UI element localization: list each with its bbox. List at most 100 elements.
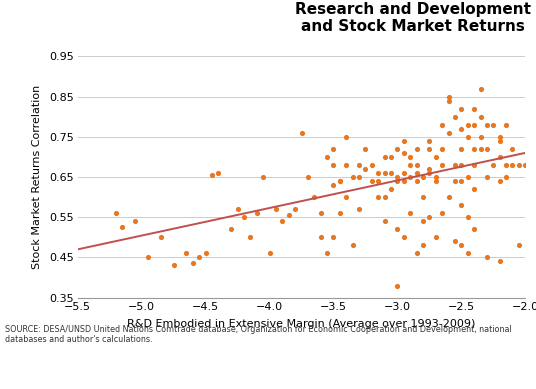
Point bbox=[419, 194, 427, 200]
Point bbox=[412, 170, 421, 176]
Point bbox=[495, 178, 504, 184]
Point bbox=[355, 206, 363, 212]
Point bbox=[508, 162, 517, 168]
Point bbox=[482, 146, 491, 152]
Point bbox=[464, 250, 472, 256]
Text: Federal Reserve Bank of St. Louis: Federal Reserve Bank of St. Louis bbox=[6, 369, 218, 380]
Point bbox=[169, 262, 178, 268]
Point bbox=[246, 234, 255, 240]
Text: Research and Development
and Stock Market Returns: Research and Development and Stock Marke… bbox=[295, 2, 531, 34]
Point bbox=[444, 130, 453, 136]
Point bbox=[393, 178, 401, 184]
Point bbox=[355, 174, 363, 180]
Point bbox=[438, 210, 446, 216]
Point bbox=[457, 162, 466, 168]
Point bbox=[457, 178, 466, 184]
Point bbox=[214, 170, 222, 176]
Point bbox=[470, 105, 479, 112]
Point bbox=[323, 250, 331, 256]
Point bbox=[431, 178, 440, 184]
Point bbox=[368, 178, 376, 184]
Point bbox=[425, 138, 434, 144]
Point bbox=[451, 178, 459, 184]
Point bbox=[482, 122, 491, 128]
Point bbox=[342, 134, 351, 140]
Point bbox=[444, 194, 453, 200]
Point bbox=[482, 254, 491, 261]
Point bbox=[419, 242, 427, 249]
Y-axis label: Stock Market Returns Correlation: Stock Market Returns Correlation bbox=[32, 85, 42, 269]
Point bbox=[457, 126, 466, 132]
Point bbox=[399, 150, 408, 156]
Point bbox=[495, 258, 504, 265]
Point bbox=[278, 218, 287, 224]
Point bbox=[195, 254, 204, 261]
Point bbox=[476, 114, 485, 120]
Point bbox=[336, 178, 344, 184]
Point bbox=[451, 162, 459, 168]
Point bbox=[457, 146, 466, 152]
Point bbox=[202, 250, 210, 256]
Point bbox=[329, 146, 338, 152]
Point bbox=[112, 210, 121, 216]
Text: SOURCE: DESA/UNSD United Nations Comtrade database, Organization for Economic Co: SOURCE: DESA/UNSD United Nations Comtrad… bbox=[5, 325, 512, 344]
Point bbox=[208, 172, 217, 178]
Point bbox=[425, 214, 434, 220]
Point bbox=[393, 282, 401, 289]
Point bbox=[476, 134, 485, 140]
Point bbox=[482, 174, 491, 180]
Point bbox=[227, 226, 235, 232]
Point bbox=[361, 166, 370, 172]
Point bbox=[457, 105, 466, 112]
Point bbox=[374, 178, 383, 184]
Point bbox=[515, 162, 523, 168]
Point bbox=[342, 194, 351, 200]
Point bbox=[425, 170, 434, 176]
Point bbox=[303, 174, 312, 180]
Point bbox=[233, 206, 242, 212]
Point bbox=[285, 212, 293, 218]
Point bbox=[348, 242, 357, 249]
Point bbox=[444, 98, 453, 104]
Point bbox=[457, 202, 466, 208]
Point bbox=[399, 234, 408, 240]
Point bbox=[374, 170, 383, 176]
Point bbox=[451, 114, 459, 120]
Point bbox=[502, 174, 510, 180]
Point bbox=[489, 162, 497, 168]
Point bbox=[470, 186, 479, 192]
Point bbox=[381, 154, 389, 160]
Point bbox=[297, 130, 306, 136]
Point bbox=[476, 86, 485, 92]
Point bbox=[419, 218, 427, 224]
Point bbox=[431, 234, 440, 240]
Point bbox=[451, 238, 459, 244]
Point bbox=[495, 154, 504, 160]
Point bbox=[131, 218, 139, 224]
Point bbox=[444, 93, 453, 100]
Point bbox=[368, 162, 376, 168]
Point bbox=[464, 214, 472, 220]
Point bbox=[329, 234, 338, 240]
Point bbox=[399, 170, 408, 176]
Point bbox=[144, 254, 152, 261]
Point bbox=[470, 146, 479, 152]
Point bbox=[381, 194, 389, 200]
Point bbox=[470, 122, 479, 128]
Point bbox=[259, 174, 267, 180]
Point bbox=[406, 210, 414, 216]
Point bbox=[406, 174, 414, 180]
Point bbox=[464, 122, 472, 128]
Point bbox=[348, 174, 357, 180]
Point bbox=[342, 162, 351, 168]
Point bbox=[508, 146, 517, 152]
Point bbox=[240, 214, 248, 220]
Point bbox=[515, 242, 523, 249]
Point bbox=[381, 170, 389, 176]
Point bbox=[464, 174, 472, 180]
Point bbox=[412, 250, 421, 256]
Point bbox=[470, 226, 479, 232]
Point bbox=[393, 226, 401, 232]
Point bbox=[431, 154, 440, 160]
Point bbox=[457, 242, 466, 249]
